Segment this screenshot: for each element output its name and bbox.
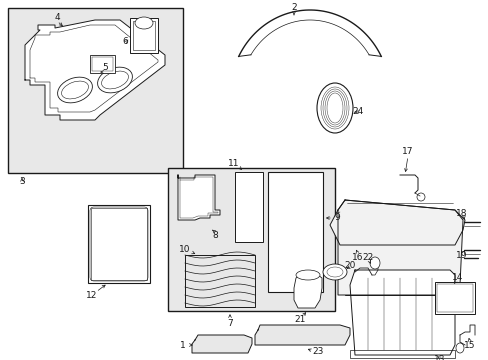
Bar: [92, 57, 113, 71]
Polygon shape: [349, 270, 454, 355]
Polygon shape: [254, 325, 349, 345]
Text: 13: 13: [433, 356, 445, 360]
Text: 14: 14: [451, 274, 463, 283]
Bar: [436, 284, 472, 312]
Text: 20: 20: [344, 261, 355, 270]
Polygon shape: [178, 175, 220, 220]
Ellipse shape: [369, 257, 379, 269]
Ellipse shape: [316, 83, 352, 133]
Bar: [91, 208, 147, 280]
Bar: [90, 55, 115, 73]
Text: 11: 11: [228, 158, 239, 167]
Text: 10: 10: [179, 246, 190, 255]
Polygon shape: [25, 20, 164, 120]
Ellipse shape: [98, 67, 132, 93]
Text: 22: 22: [362, 253, 373, 262]
Bar: [235, 172, 263, 242]
Bar: [349, 350, 454, 358]
Text: 12: 12: [86, 291, 98, 300]
Text: 24: 24: [352, 108, 363, 117]
Text: 8: 8: [212, 230, 218, 239]
Polygon shape: [329, 200, 464, 245]
Text: 17: 17: [402, 148, 413, 157]
Bar: [133, 21, 155, 50]
Text: 16: 16: [351, 252, 363, 261]
Text: 1: 1: [180, 341, 185, 350]
Bar: [184, 255, 254, 307]
Text: 21: 21: [294, 315, 305, 324]
Text: 4: 4: [54, 13, 60, 22]
Text: 7: 7: [226, 319, 232, 328]
Text: 2: 2: [290, 4, 296, 13]
Bar: [130, 18, 158, 53]
Bar: [267, 172, 323, 292]
Ellipse shape: [58, 77, 92, 103]
Bar: [88, 205, 150, 283]
Text: 18: 18: [455, 208, 467, 217]
Text: 15: 15: [463, 341, 475, 350]
Polygon shape: [293, 275, 321, 308]
Text: 9: 9: [333, 213, 339, 222]
Text: 3: 3: [19, 177, 25, 186]
Bar: [434, 282, 474, 314]
Text: 23: 23: [312, 347, 323, 356]
Polygon shape: [192, 335, 251, 353]
Ellipse shape: [295, 270, 319, 280]
Ellipse shape: [135, 17, 153, 29]
Bar: [8, 8, 183, 173]
Bar: [168, 168, 334, 311]
Ellipse shape: [323, 264, 346, 280]
Text: 6: 6: [122, 37, 128, 46]
Polygon shape: [337, 200, 462, 295]
Text: 19: 19: [455, 251, 467, 260]
Text: 5: 5: [102, 63, 108, 72]
